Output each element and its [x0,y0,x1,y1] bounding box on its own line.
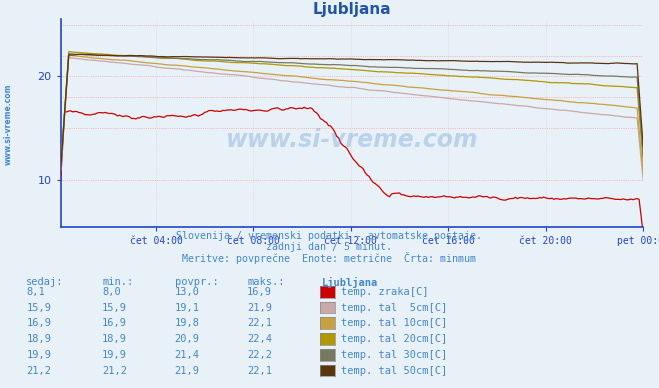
Text: 19,1: 19,1 [175,303,200,312]
Text: 19,8: 19,8 [175,318,200,328]
Text: temp. zraka[C]: temp. zraka[C] [341,287,429,297]
Text: www.si-vreme.com: www.si-vreme.com [225,128,478,152]
Text: temp. tal  5cm[C]: temp. tal 5cm[C] [341,303,447,312]
Text: 15,9: 15,9 [102,303,127,312]
Text: 21,2: 21,2 [102,365,127,376]
Text: maks.:: maks.: [247,277,285,288]
Text: 21,4: 21,4 [175,350,200,360]
Text: 16,9: 16,9 [247,287,272,297]
Text: 13,0: 13,0 [175,287,200,297]
Title: Ljubljana: Ljubljana [312,2,391,17]
Text: 15,9: 15,9 [26,303,51,312]
Text: 16,9: 16,9 [102,318,127,328]
Text: 21,2: 21,2 [26,365,51,376]
Text: 21,9: 21,9 [247,303,272,312]
Text: povpr.:: povpr.: [175,277,218,288]
Text: min.:: min.: [102,277,133,288]
Text: 21,9: 21,9 [175,365,200,376]
Text: 18,9: 18,9 [26,334,51,344]
Text: 16,9: 16,9 [26,318,51,328]
Text: zadnji dan / 5 minut.: zadnji dan / 5 minut. [266,242,393,252]
Text: Ljubljana: Ljubljana [322,277,378,288]
Text: 22,2: 22,2 [247,350,272,360]
Text: sedaj:: sedaj: [26,277,64,288]
Text: 22,1: 22,1 [247,318,272,328]
Text: temp. tal 30cm[C]: temp. tal 30cm[C] [341,350,447,360]
Text: 8,1: 8,1 [26,287,45,297]
Text: 22,4: 22,4 [247,334,272,344]
Text: 19,9: 19,9 [26,350,51,360]
Text: Meritve: povprečne  Enote: metrične  Črta: minmum: Meritve: povprečne Enote: metrične Črta:… [183,252,476,264]
Text: 19,9: 19,9 [102,350,127,360]
Text: 8,0: 8,0 [102,287,121,297]
Text: temp. tal 50cm[C]: temp. tal 50cm[C] [341,365,447,376]
Text: temp. tal 10cm[C]: temp. tal 10cm[C] [341,318,447,328]
Text: temp. tal 20cm[C]: temp. tal 20cm[C] [341,334,447,344]
Text: 22,1: 22,1 [247,365,272,376]
Text: 20,9: 20,9 [175,334,200,344]
Text: 18,9: 18,9 [102,334,127,344]
Text: Slovenija / vremenski podatki - avtomatske postaje.: Slovenija / vremenski podatki - avtomats… [177,230,482,241]
Text: www.si-vreme.com: www.si-vreme.com [4,83,13,165]
